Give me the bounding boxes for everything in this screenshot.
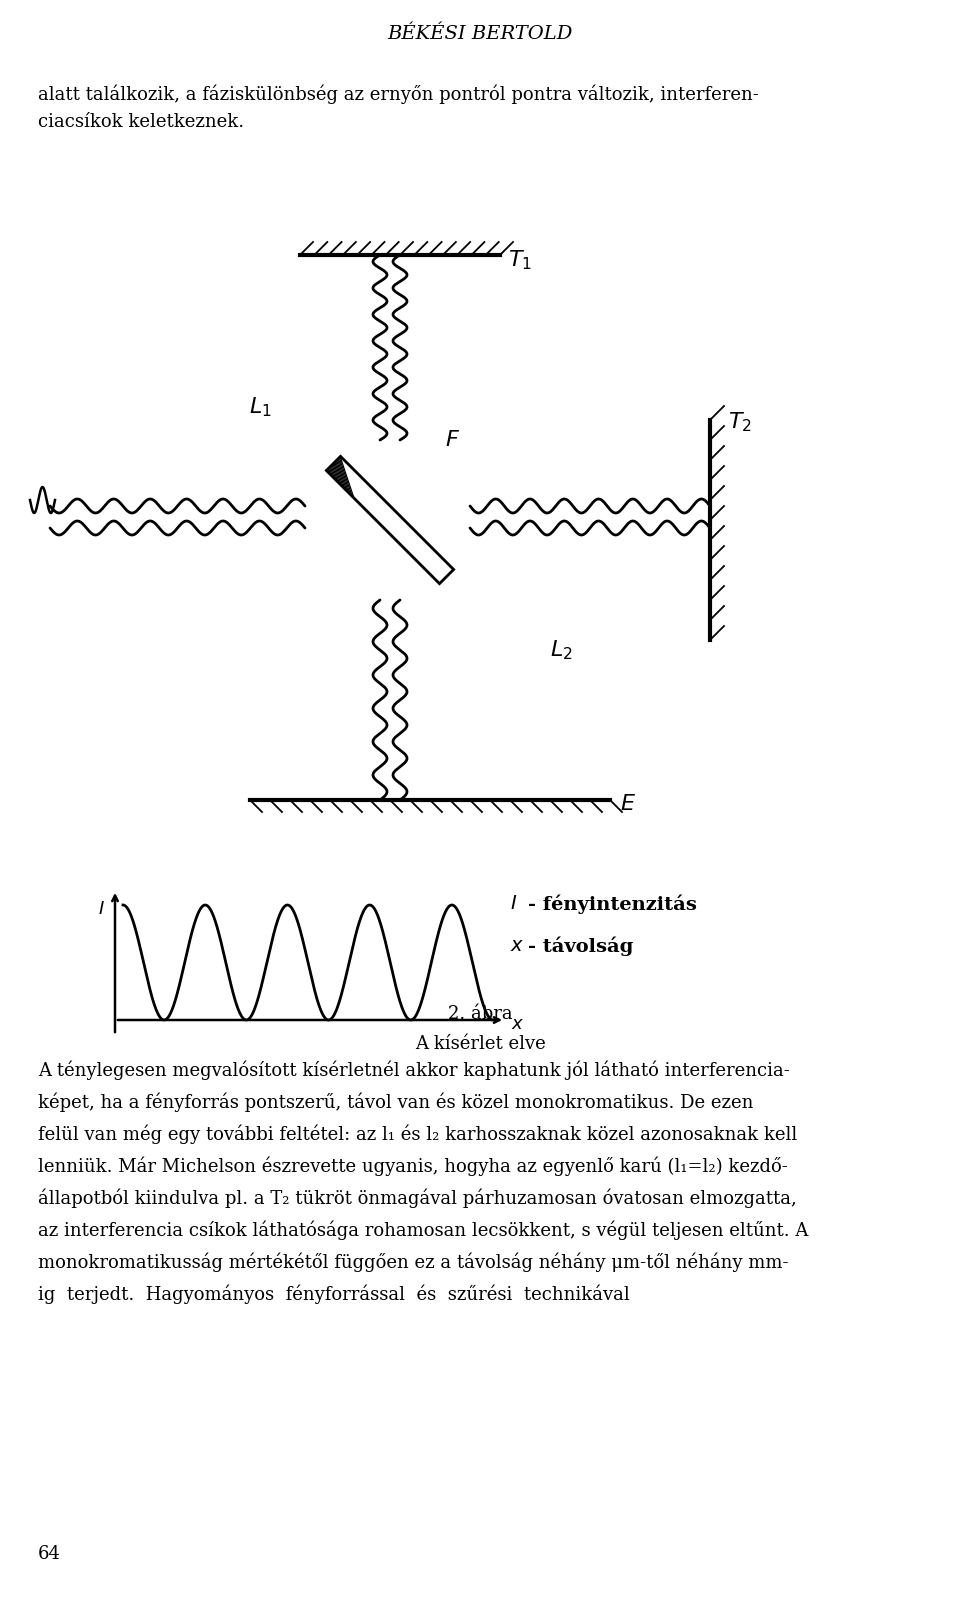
Text: $T_1$: $T_1$	[508, 248, 532, 271]
Polygon shape	[326, 457, 454, 583]
Text: alatt találkozik, a fáziskülönbség az ernyőn pontról pontra változik, interferen: alatt találkozik, a fáziskülönbség az er…	[38, 85, 758, 104]
Text: az interferencia csíkok láthatósága rohamosan lecsökkent, s végül teljesen eltűn: az interferencia csíkok láthatósága roha…	[38, 1220, 808, 1239]
Text: felül van még egy további feltétel: az l₁ és l₂ karhosszaknak közel azonosaknak : felül van még egy további feltétel: az l…	[38, 1124, 797, 1143]
Text: 2. ábra: 2. ábra	[447, 1005, 513, 1024]
Text: A kísérlet elve: A kísérlet elve	[415, 1035, 545, 1052]
Text: $E$: $E$	[620, 794, 636, 814]
Text: $L_2$: $L_2$	[550, 639, 573, 661]
Text: állapotból kiindulva pl. a T₂ tükröt önmagával párhuzamosan óvatosan elmozgatta,: állapotból kiindulva pl. a T₂ tükröt önm…	[38, 1188, 797, 1207]
Text: - fényintenzitás: - fényintenzitás	[528, 894, 697, 915]
Text: monokromatikusság mértékétől függően ez a távolság néhány μm-től néhány mm-: monokromatikusság mértékétől függően ez …	[38, 1252, 788, 1271]
Text: $x$: $x$	[511, 1016, 524, 1033]
Text: $I$: $I$	[98, 901, 105, 918]
Text: $T_2$: $T_2$	[728, 410, 752, 434]
Text: $F$: $F$	[445, 430, 460, 450]
Text: $x$: $x$	[510, 937, 524, 955]
Text: lenniük. Már Michelson észrevette ugyanis, hogyha az egyenlő karú (l₁=l₂) kezdő-: lenniük. Már Michelson észrevette ugyani…	[38, 1156, 788, 1175]
Text: képet, ha a fényforrás pontszerű, távol van és közel monokromatikus. De ezen: képet, ha a fényforrás pontszerű, távol …	[38, 1092, 754, 1112]
Text: A ténylegesen megvalósított kísérletnél akkor kaphatunk jól látható interferenci: A ténylegesen megvalósított kísérletnél …	[38, 1060, 790, 1080]
Text: BÉKÉSI BERTOLD: BÉKÉSI BERTOLD	[387, 26, 573, 43]
Text: $L_1$: $L_1$	[249, 394, 272, 418]
Text: 64: 64	[38, 1544, 60, 1563]
Text: $I$: $I$	[510, 894, 517, 913]
Text: ciacsíkok keletkeznek.: ciacsíkok keletkeznek.	[38, 113, 244, 131]
Text: - távolság: - távolság	[528, 937, 634, 957]
Text: ig  terjedt.  Hagyományos  fényforrással  és  szűrési  technikával: ig terjedt. Hagyományos fényforrással és…	[38, 1284, 630, 1303]
